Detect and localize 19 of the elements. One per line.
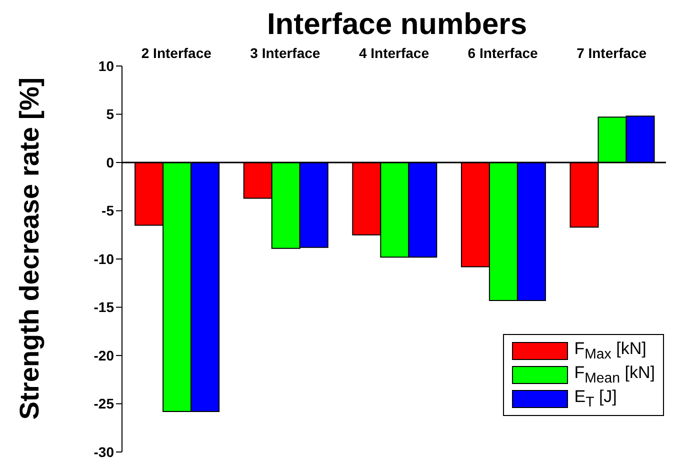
x-tick-label: 4 Interface: [358, 45, 430, 61]
y-tick-label: 10: [98, 58, 114, 74]
y-tick-label: 0: [106, 154, 114, 170]
x-tick-label: 7 Interface: [576, 45, 647, 61]
y-tick-label: -20: [94, 347, 114, 364]
y-axis-title: Strength decrease rate [%]: [14, 76, 46, 420]
y-tick-label: -10: [94, 250, 114, 267]
y-tick-label: -25: [94, 396, 114, 412]
x-axis-title: Interface numbers: [266, 8, 528, 42]
y-tick-label: 5: [106, 106, 114, 122]
x-tick-label: 6 Interface: [468, 45, 538, 61]
x-tick-label: 3 Interface: [250, 45, 320, 61]
y-tick-label: -5: [102, 202, 114, 219]
y-tick-label: -15: [94, 299, 114, 316]
y-tick-label: -30: [94, 444, 114, 460]
legend-text: F$_{Max}$ [kN]: [574, 339, 646, 363]
legend-text: E$_{T}$ [J]: [574, 387, 617, 411]
legend-text: F$_{Mean}$ [kN]: [574, 363, 655, 387]
x-tick-label: 2 Interface: [141, 45, 212, 61]
